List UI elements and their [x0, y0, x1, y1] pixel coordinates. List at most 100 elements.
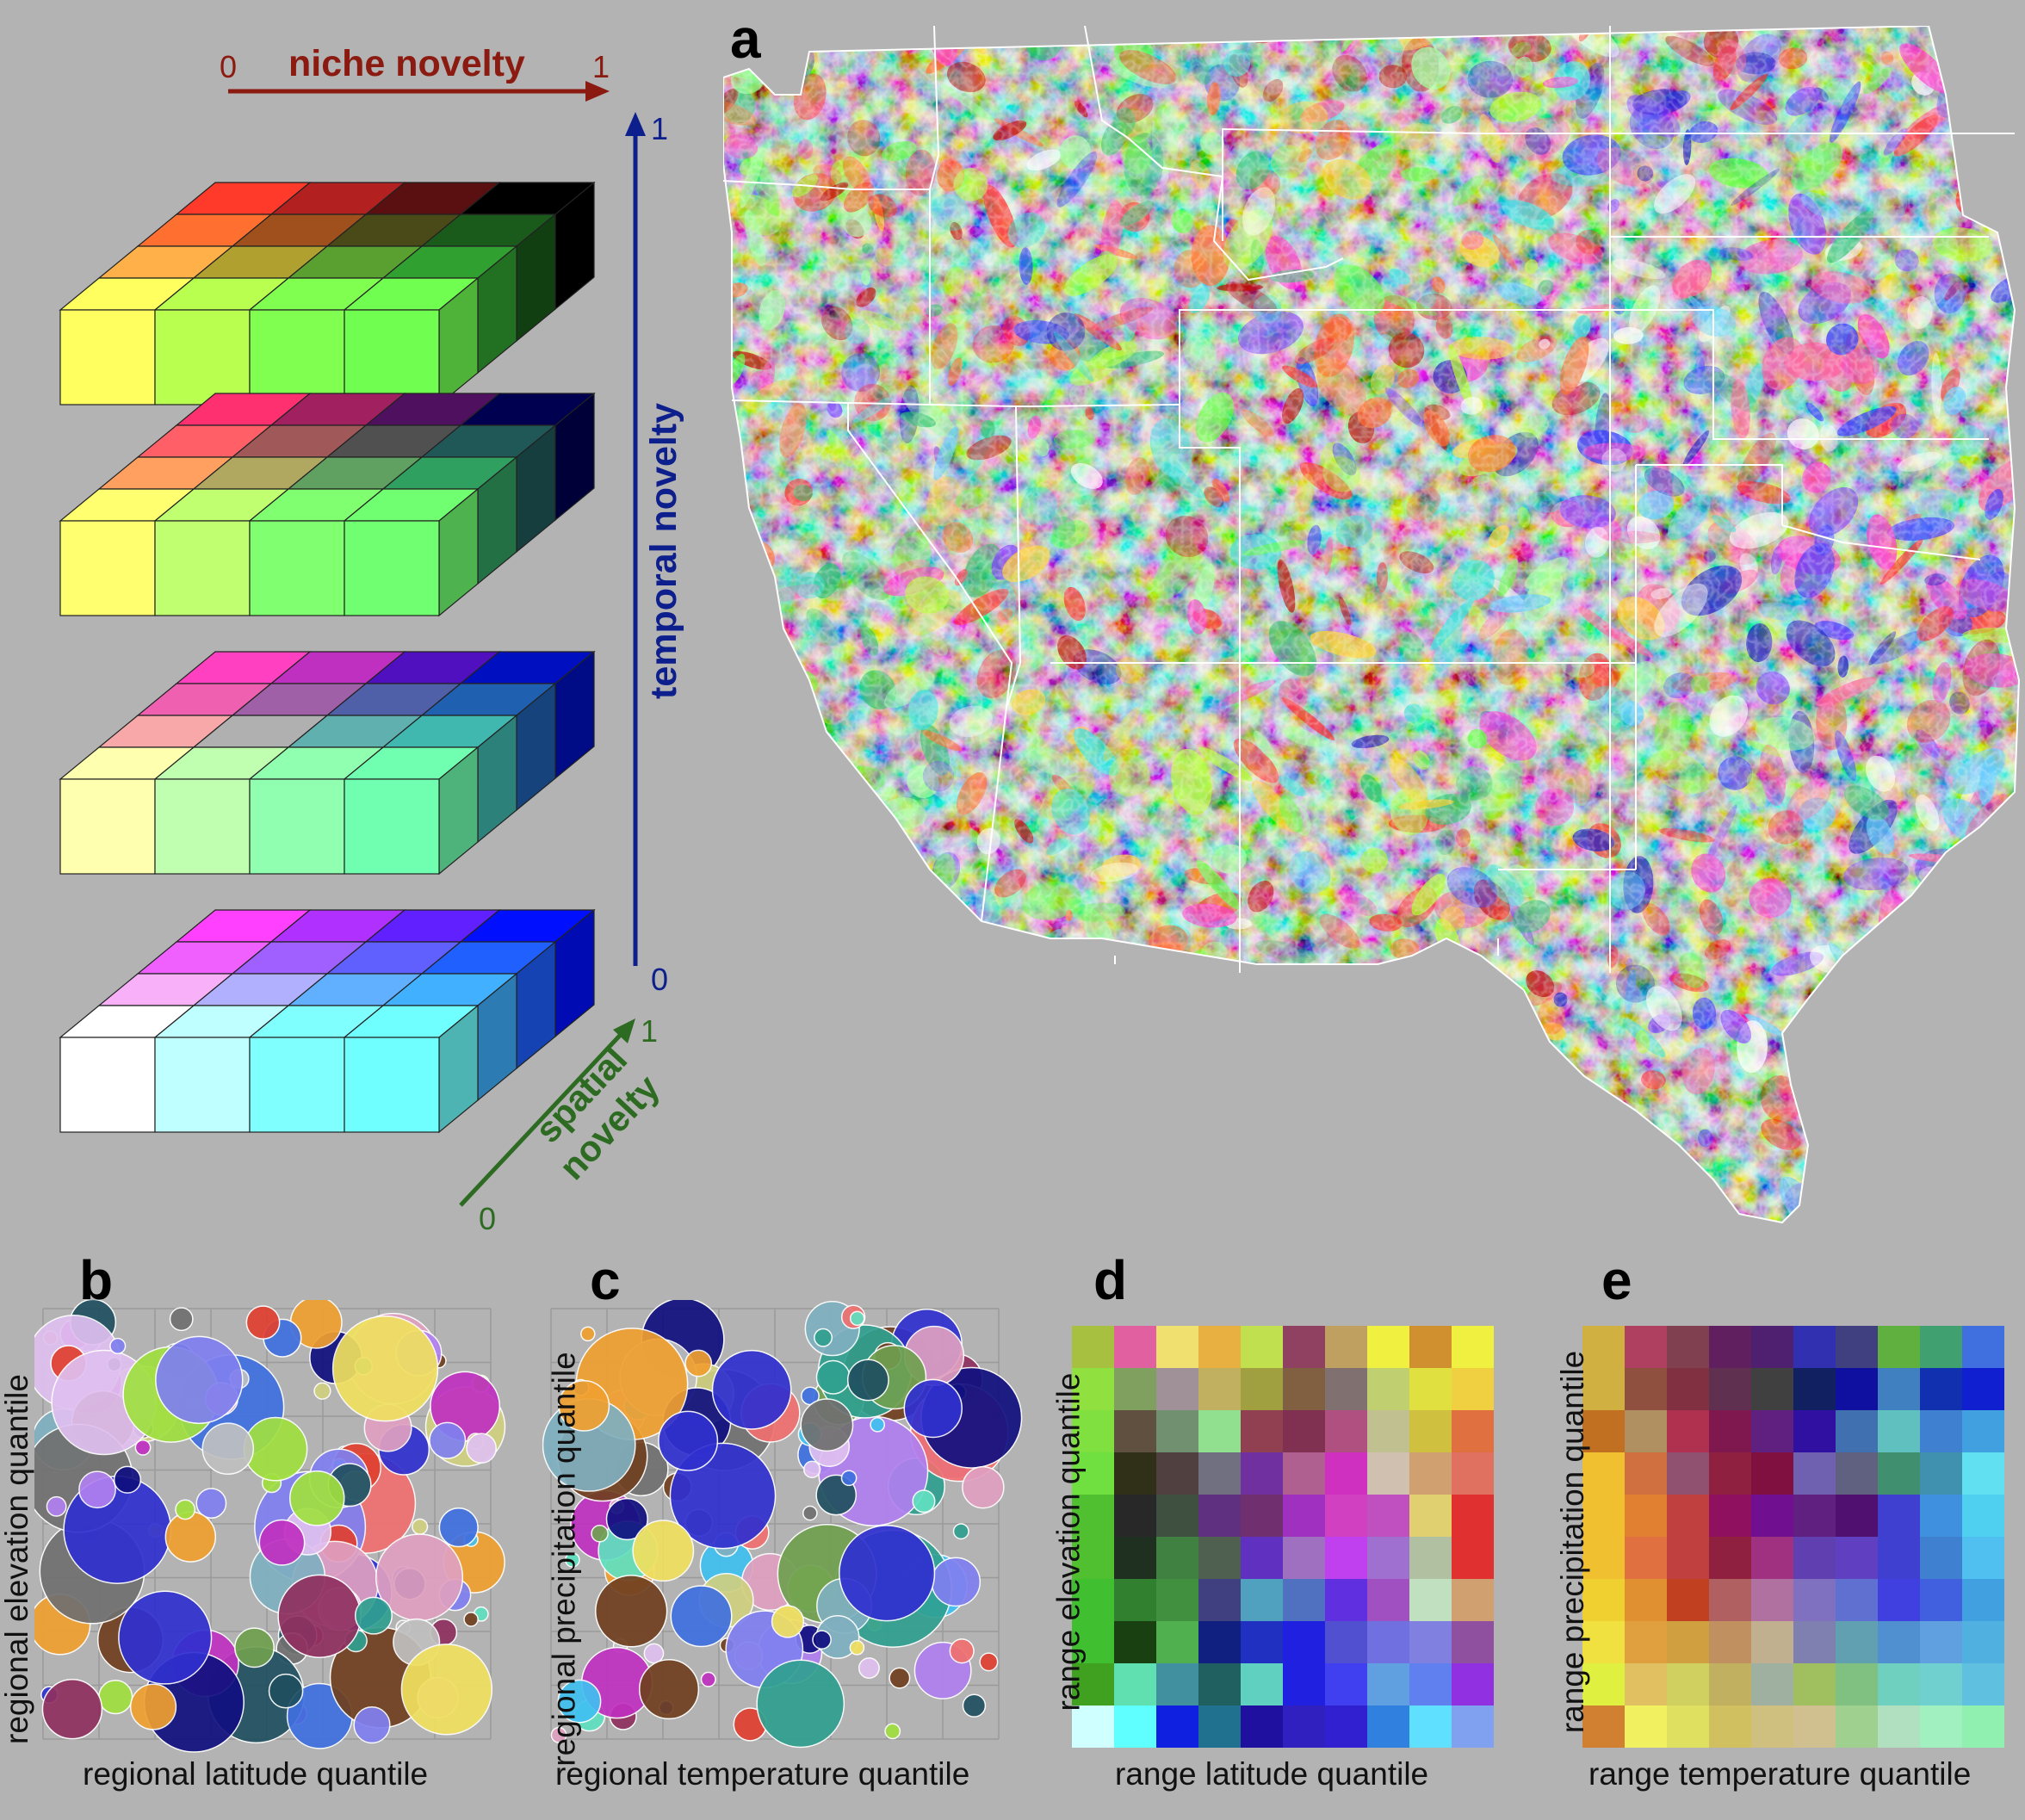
map-blob [998, 1098, 1028, 1127]
grid-cell [1072, 1663, 1115, 1706]
bubble [771, 1605, 805, 1638]
panel-b-bubbles [34, 1300, 506, 1753]
bubble [466, 1433, 497, 1464]
map-blob [1224, 26, 1248, 40]
bubble [258, 1519, 306, 1566]
grid-cell [1241, 1495, 1284, 1538]
cube-front-face [249, 309, 345, 405]
niche-min-label: 0 [220, 49, 237, 84]
map-blob [1526, 1217, 1559, 1223]
map-blob [1999, 66, 2019, 125]
map-blob [1965, 1022, 1981, 1050]
map-blob [813, 1178, 849, 1207]
grid-cell [1367, 1326, 1410, 1369]
bubble [277, 1574, 362, 1658]
grid-cell [1156, 1452, 1199, 1495]
cube-front-face [154, 520, 251, 616]
map-blob [1242, 1080, 1274, 1136]
bubble [550, 1726, 567, 1743]
map-blob [1549, 1164, 1576, 1214]
map-blob [1078, 1012, 1119, 1050]
map-blob [1983, 46, 2004, 84]
grid-cell [1156, 1368, 1199, 1411]
grid-cell [1114, 1579, 1157, 1622]
grid-cell [1920, 1579, 1963, 1622]
map-blob [1070, 1193, 1093, 1223]
map-blob [779, 1084, 819, 1117]
grid-cell [1367, 1452, 1410, 1495]
map-blob [2002, 154, 2016, 164]
grid-cell [1751, 1452, 1794, 1495]
map-blob [1007, 981, 1031, 1008]
bubble [846, 1359, 889, 1402]
grid-cell [1409, 1579, 1452, 1622]
map-blob [1887, 1076, 1924, 1094]
grid-cell [1367, 1621, 1410, 1664]
map-blob [1906, 943, 1924, 1000]
map-blob [1270, 1074, 1312, 1112]
panel-d-ylabel: range elevation quantile [1050, 1372, 1087, 1712]
grid-cell [1625, 1410, 1668, 1453]
map-blob [1832, 1007, 1861, 1068]
grid-cell [1709, 1579, 1752, 1622]
grid-cell [1325, 1452, 1368, 1495]
grid-cell [1920, 1663, 1963, 1706]
bubble [658, 1410, 719, 1471]
panel-d-xlabel: range latitude quantile [1115, 1756, 1429, 1792]
grid-cell [1072, 1579, 1115, 1622]
map-blob [1855, 1191, 1890, 1211]
map-blob [1572, 1131, 1618, 1191]
bubble [591, 1524, 609, 1543]
map-blob [1153, 1029, 1178, 1094]
bubble [756, 1659, 845, 1749]
map-blob [1366, 1111, 1407, 1133]
bubble [802, 1460, 821, 1478]
map-blob [783, 798, 822, 833]
map-blob [1962, 984, 1984, 1007]
grid-cell [1920, 1326, 1963, 1369]
map-blob [887, 1063, 917, 1093]
map-blob [1313, 1159, 1341, 1203]
grid-cell [1241, 1326, 1284, 1369]
cube-front-face [344, 309, 440, 405]
map-blob [797, 838, 837, 871]
map-blob [1429, 960, 1468, 974]
grid-cell [1709, 1537, 1752, 1580]
cube-stacks [59, 181, 596, 1134]
map-blob [1387, 1225, 1431, 1248]
grid-cell [1241, 1452, 1284, 1495]
map-blob [1886, 985, 1912, 1008]
grid-cell [1325, 1495, 1368, 1538]
map-blob [1256, 1086, 1310, 1100]
map-blob [822, 990, 864, 1037]
grid-cell [1198, 1705, 1242, 1748]
map-blob [917, 1093, 938, 1125]
grid-cell [1283, 1452, 1326, 1495]
map-blob [1377, 1045, 1392, 1063]
panel-c-ylabel: regional precipitation quantile [546, 1352, 582, 1767]
map-blob [1984, 73, 2014, 103]
grid-cell [1793, 1705, 1836, 1748]
map-blob [772, 1000, 808, 1062]
grid-cell [1156, 1495, 1199, 1538]
map-blob [1850, 1117, 1892, 1156]
grid-cell [1367, 1705, 1410, 1748]
grid-cell [1836, 1326, 1879, 1369]
bubble [912, 1489, 936, 1514]
map-blob [956, 971, 991, 986]
bubble [118, 1590, 213, 1685]
grid-cell [1072, 1452, 1115, 1495]
grid-cell [1582, 1410, 1626, 1453]
map-blob [1040, 1212, 1099, 1223]
cube-front-face [59, 778, 156, 875]
map-blob [795, 762, 812, 782]
grid-cell [1325, 1368, 1368, 1411]
panel-b-scatter [34, 1300, 506, 1753]
map-blob [1033, 1143, 1067, 1181]
bubble [169, 1307, 194, 1332]
map-blob [998, 1120, 1033, 1153]
map-blob [974, 1096, 1037, 1128]
map-blob [1330, 1130, 1361, 1158]
map-blob [752, 952, 793, 1001]
map-blob [962, 996, 1026, 1014]
